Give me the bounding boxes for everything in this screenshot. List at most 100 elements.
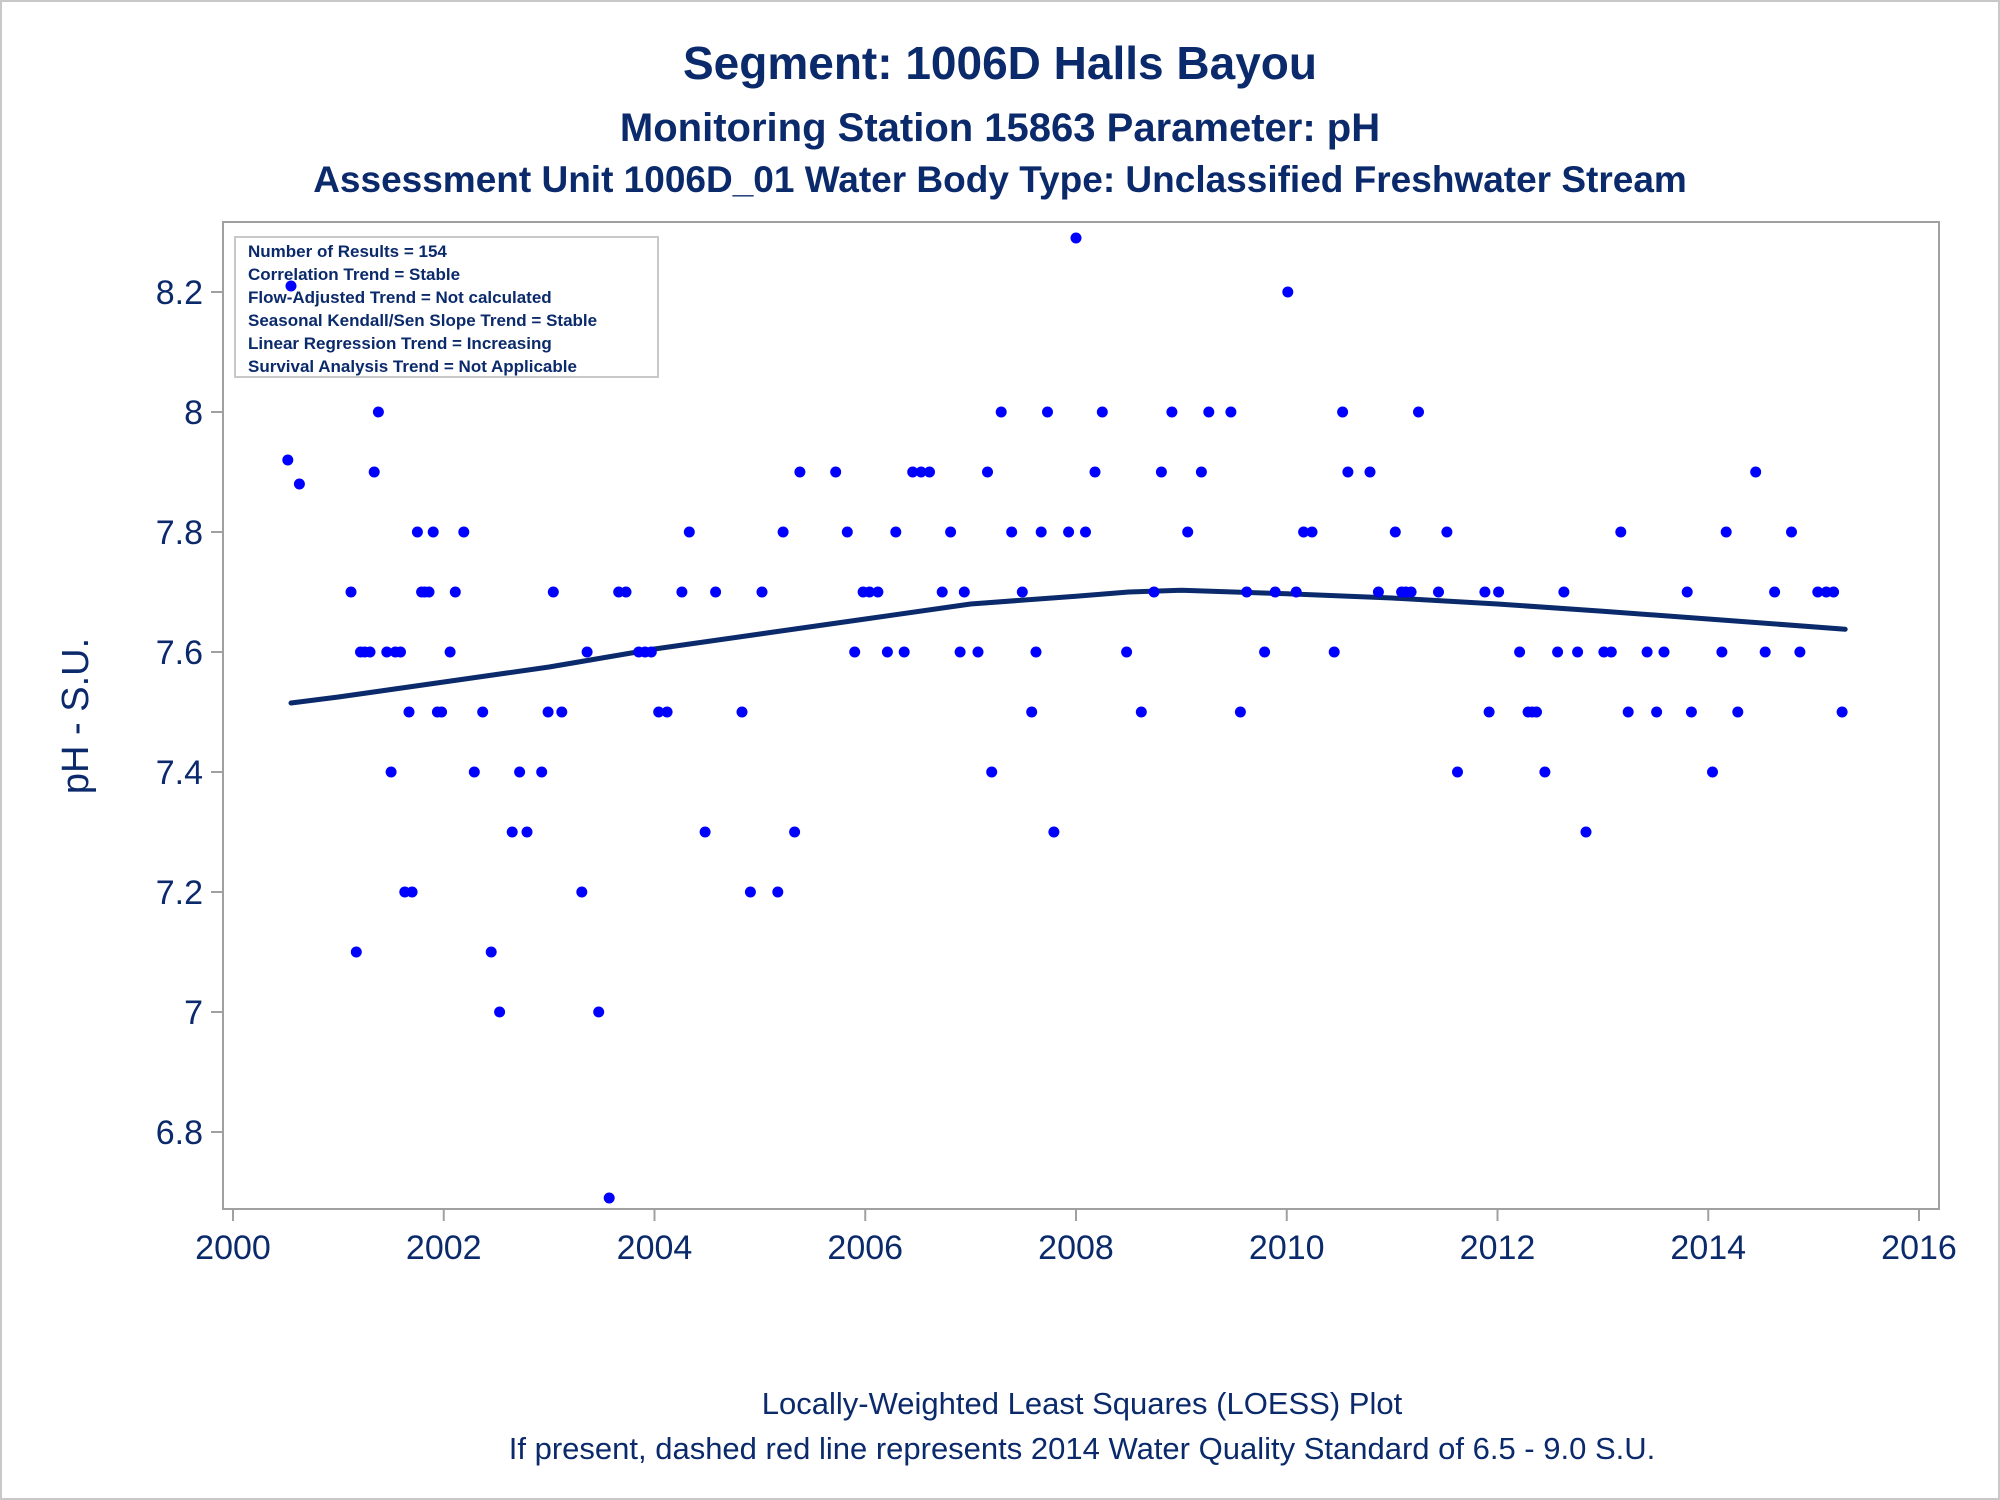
data-point xyxy=(423,586,435,598)
y-tick-label: 7.4 xyxy=(156,754,203,792)
data-point xyxy=(620,586,632,598)
data-point xyxy=(1605,646,1617,658)
data-point xyxy=(1063,526,1075,538)
data-point xyxy=(345,586,357,598)
data-point xyxy=(1290,586,1302,598)
data-point xyxy=(661,706,673,718)
data-point xyxy=(1241,586,1253,598)
data-point xyxy=(1328,646,1340,658)
stats-line-linear-regression: Linear Regression Trend = Increasing xyxy=(248,334,552,353)
x-tick-label: 2004 xyxy=(617,1229,693,1267)
data-point xyxy=(1080,526,1091,538)
x-axis: 2000 2002 2004 2006 2008 2010 2012 2014 2016 xyxy=(195,1209,1957,1267)
y-tick-label: 7.2 xyxy=(156,874,203,912)
data-point xyxy=(1681,586,1693,598)
data-point xyxy=(1389,526,1401,538)
data-point xyxy=(576,886,588,898)
data-point xyxy=(372,406,384,418)
data-point xyxy=(972,646,984,658)
data-point xyxy=(830,466,842,478)
data-point xyxy=(285,280,297,292)
data-point xyxy=(915,466,927,478)
data-point xyxy=(777,526,789,538)
data-point xyxy=(1089,466,1101,478)
plot-frame xyxy=(222,221,1940,1210)
y-tick-label: 7.6 xyxy=(156,634,203,672)
data-point xyxy=(1070,232,1082,244)
data-point xyxy=(1121,646,1133,658)
data-point xyxy=(514,766,526,778)
loess-trend-line xyxy=(288,587,1848,706)
data-point xyxy=(427,526,439,538)
data-point xyxy=(945,526,957,538)
stats-line-survival-analysis: Survival Analysis Trend = Not Applicable xyxy=(248,357,577,376)
x-tick-label: 2010 xyxy=(1249,1229,1325,1267)
data-point xyxy=(1135,706,1147,718)
data-point xyxy=(403,706,415,718)
data-point xyxy=(1433,586,1444,598)
data-point xyxy=(789,826,801,838)
data-point xyxy=(1539,766,1551,778)
data-point xyxy=(350,946,362,958)
data-point xyxy=(1483,706,1495,718)
data-point xyxy=(1016,586,1028,598)
data-point xyxy=(898,646,910,658)
data-point xyxy=(1155,466,1167,478)
stats-inset-box xyxy=(234,236,659,378)
data-point xyxy=(1552,646,1564,658)
data-point xyxy=(958,586,970,598)
data-point xyxy=(1298,526,1310,538)
data-point xyxy=(581,646,593,658)
data-point xyxy=(645,646,657,658)
data-point xyxy=(1035,526,1047,538)
data-point xyxy=(756,586,768,598)
data-point xyxy=(593,1006,605,1018)
data-point xyxy=(1364,466,1376,478)
data-point xyxy=(1531,706,1542,718)
x-tick-label: 2002 xyxy=(406,1229,482,1267)
data-point xyxy=(881,646,893,658)
chart-subtitle: Monitoring Station 15863 Parameter: pH xyxy=(620,106,1380,150)
x-tick-label: 2014 xyxy=(1670,1229,1746,1267)
data-point xyxy=(1707,766,1718,778)
chart-title: Segment: 1006D Halls Bayou xyxy=(683,37,1317,89)
data-point xyxy=(1750,466,1762,478)
data-point xyxy=(982,466,993,478)
data-point xyxy=(485,946,497,958)
data-point xyxy=(653,706,665,718)
data-point xyxy=(1580,826,1592,838)
y-tick-label: 6.8 xyxy=(156,1114,203,1152)
data-point xyxy=(736,706,748,718)
data-point xyxy=(1203,406,1215,418)
data-point xyxy=(1651,706,1663,718)
y-axis-title: pH - S.U. xyxy=(55,638,97,794)
data-point xyxy=(449,586,461,598)
data-point xyxy=(676,586,688,598)
data-point xyxy=(954,646,966,658)
data-point xyxy=(1282,286,1294,298)
data-point xyxy=(1026,706,1038,718)
data-point xyxy=(1641,646,1653,658)
data-point xyxy=(1658,646,1670,658)
data-point xyxy=(458,526,470,538)
data-point xyxy=(395,646,406,658)
data-point xyxy=(1493,586,1505,598)
data-point xyxy=(536,766,548,778)
data-point xyxy=(506,826,518,838)
data-point xyxy=(1720,526,1732,538)
footnote-loess: Locally-Weighted Least Squares (LOESS) P… xyxy=(762,1386,1403,1421)
data-point xyxy=(1195,466,1207,478)
data-point xyxy=(1030,646,1042,658)
data-point xyxy=(293,478,305,490)
data-point xyxy=(872,586,884,598)
data-point xyxy=(1716,646,1728,658)
data-point xyxy=(772,886,784,898)
data-point xyxy=(1769,586,1781,598)
data-point xyxy=(1342,466,1354,478)
data-point xyxy=(364,646,376,658)
data-point xyxy=(890,526,902,538)
stats-line-seasonal-kendall: Seasonal Kendall/Sen Slope Trend = Stabl… xyxy=(248,311,597,330)
data-point xyxy=(849,646,861,658)
